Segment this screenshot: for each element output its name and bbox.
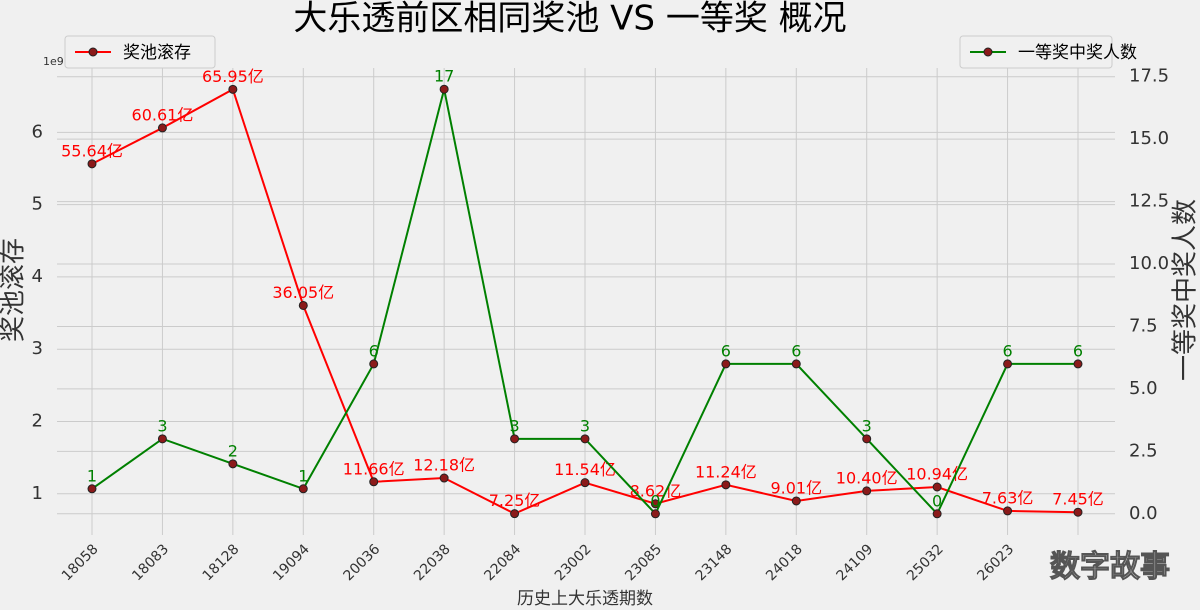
y-axis-label: 奖池滚存 bbox=[0, 238, 29, 342]
data-label: 36.05亿 bbox=[272, 283, 334, 302]
point bbox=[791, 496, 801, 506]
point bbox=[510, 509, 520, 519]
point bbox=[439, 473, 449, 483]
data-label: 65.95亿 bbox=[202, 67, 264, 86]
y-tick-label: 4 bbox=[32, 266, 43, 287]
data-label: 7.63亿 bbox=[982, 488, 1034, 507]
point bbox=[1003, 359, 1013, 369]
point bbox=[580, 478, 590, 488]
point bbox=[369, 359, 379, 369]
data-label: 7.25亿 bbox=[489, 491, 541, 510]
point bbox=[650, 509, 660, 519]
data-label: 3 bbox=[509, 416, 519, 435]
y2-tick-label: 17.5 bbox=[1129, 66, 1169, 87]
legend-label: 一等奖中奖人数 bbox=[1018, 43, 1137, 63]
data-label: 1 bbox=[87, 466, 97, 485]
point bbox=[1003, 506, 1013, 516]
data-label: 6 bbox=[1002, 341, 1012, 360]
data-label: 6 bbox=[721, 341, 731, 360]
x-axis-label: 历史上大乐透期数 bbox=[517, 589, 653, 609]
y2-tick-label: 7.5 bbox=[1129, 315, 1158, 336]
y-tick-label: 5 bbox=[32, 194, 43, 215]
point bbox=[791, 359, 801, 369]
data-label: 6 bbox=[369, 341, 379, 360]
data-label: 0 bbox=[650, 491, 660, 510]
point bbox=[298, 300, 308, 310]
point bbox=[369, 477, 379, 487]
data-label: 55.64亿 bbox=[61, 141, 123, 160]
data-label: 6 bbox=[791, 341, 801, 360]
data-label: 7.45亿 bbox=[1052, 490, 1104, 509]
point bbox=[932, 509, 942, 519]
data-label: 60.61亿 bbox=[132, 105, 194, 124]
chart-title: 大乐透前区相同奖池 VS 一等奖 概况 bbox=[293, 0, 846, 39]
data-label: 12.18亿 bbox=[413, 456, 475, 475]
y-offset-label: 1e9 bbox=[43, 55, 64, 68]
point bbox=[510, 434, 520, 444]
y-tick-label: 2 bbox=[32, 411, 43, 432]
data-label: 2 bbox=[228, 441, 238, 460]
point bbox=[439, 84, 449, 94]
point bbox=[721, 480, 731, 490]
point bbox=[87, 159, 97, 169]
point bbox=[228, 459, 238, 469]
data-label: 11.24亿 bbox=[695, 462, 757, 481]
point bbox=[228, 84, 238, 94]
point bbox=[1073, 507, 1083, 517]
point bbox=[721, 359, 731, 369]
data-label: 11.54亿 bbox=[554, 460, 616, 479]
point bbox=[862, 486, 872, 496]
point bbox=[157, 434, 167, 444]
y2-axis-label: 一等奖中奖人数 bbox=[1171, 199, 1200, 381]
point bbox=[87, 484, 97, 494]
watermark: 数字故事 bbox=[1050, 550, 1170, 585]
point bbox=[157, 123, 167, 133]
y2-tick-label: 0.0 bbox=[1129, 503, 1158, 524]
point bbox=[862, 434, 872, 444]
data-label: 6 bbox=[1073, 341, 1083, 360]
y2-tick-label: 15.0 bbox=[1129, 128, 1169, 149]
data-label: 3 bbox=[157, 416, 167, 435]
data-label: 9.01亿 bbox=[770, 478, 822, 497]
point bbox=[298, 484, 308, 494]
data-label: 1 bbox=[298, 466, 308, 485]
y2-tick-label: 10.0 bbox=[1129, 253, 1169, 274]
legend-box bbox=[64, 35, 216, 69]
point bbox=[580, 434, 590, 444]
y2-tick-label: 2.5 bbox=[1129, 440, 1158, 461]
legend-label: 奖池滚存 bbox=[123, 43, 191, 63]
data-label: 0 bbox=[932, 491, 942, 510]
data-label: 3 bbox=[862, 416, 872, 435]
y2-tick-label: 5.0 bbox=[1129, 378, 1158, 399]
y-tick-label: 3 bbox=[32, 338, 43, 359]
y-tick-label: 1 bbox=[32, 483, 43, 504]
y2-tick-label: 12.5 bbox=[1129, 191, 1169, 212]
data-label: 11.66亿 bbox=[343, 459, 405, 478]
legend-marker bbox=[983, 47, 993, 57]
point bbox=[932, 482, 942, 492]
data-label: 10.40亿 bbox=[836, 468, 898, 487]
data-label: 3 bbox=[580, 416, 590, 435]
y-tick-label: 6 bbox=[32, 121, 43, 142]
data-label: 17 bbox=[434, 67, 454, 86]
point bbox=[1073, 359, 1083, 369]
legend-box bbox=[959, 35, 1113, 69]
legend-marker bbox=[88, 47, 98, 57]
